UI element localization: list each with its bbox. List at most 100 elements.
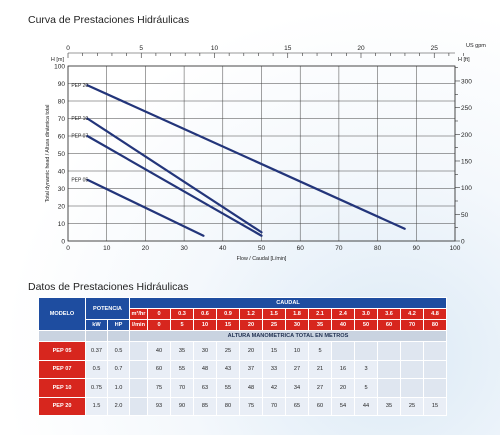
head-value-cell: 3 bbox=[354, 359, 378, 379]
flow-m3h-value: 0 bbox=[147, 308, 171, 320]
flow-lmin-value: 5 bbox=[170, 319, 194, 331]
table-row: PEP 05 0.37 0.5 40 35 30 25 20 15 10 5 bbox=[38, 341, 447, 361]
table-row: PEP 20 1.5 2.0 93 90 85 80 75 70 65 60 54 44 35 25 15 bbox=[38, 396, 447, 416]
head-value-cell: 25 bbox=[400, 396, 424, 416]
plot-border bbox=[67, 65, 456, 242]
flow-lmin-value: 15 bbox=[216, 319, 240, 331]
head-spacer bbox=[85, 330, 108, 342]
flow-m3h-value: 4.8 bbox=[423, 308, 447, 320]
x-tick-label: 80 bbox=[374, 245, 382, 252]
head-value-cell: 43 bbox=[216, 359, 240, 379]
head-value-cell bbox=[423, 359, 447, 379]
head-value-cell: 80 bbox=[216, 396, 240, 416]
head-value-cell: 48 bbox=[193, 359, 217, 379]
chart-title: Curva de Prestaciones Hidráulicas bbox=[28, 14, 190, 26]
y-unit-left: H [m] bbox=[51, 57, 65, 63]
flow-header: CAUDAL bbox=[129, 297, 447, 309]
series-label: PEP 10 bbox=[71, 116, 88, 122]
kw-cell: 0.75 bbox=[85, 378, 108, 398]
y-tick-label: 30 bbox=[58, 186, 66, 193]
power-hp-header: HP bbox=[107, 319, 130, 331]
head-value-cell bbox=[377, 359, 401, 379]
series-line bbox=[86, 134, 263, 237]
head-value-cell: 16 bbox=[331, 359, 355, 379]
head-value-cell: 5 bbox=[308, 341, 332, 361]
hp-cell: 0.7 bbox=[107, 359, 130, 379]
flow-m3h-value: 3.6 bbox=[377, 308, 401, 320]
head-value-cell: 34 bbox=[285, 378, 309, 398]
model-cell: PEP 05 bbox=[38, 341, 86, 361]
hp-cell: 1.0 bbox=[107, 378, 130, 398]
head-value-cell bbox=[400, 378, 424, 398]
y-tick-label: 10 bbox=[58, 221, 66, 228]
series-label: PEP 05 bbox=[71, 177, 88, 183]
head-value-cell: 93 bbox=[147, 396, 171, 416]
y-tick-label: 100 bbox=[54, 64, 65, 71]
head-value-cell bbox=[354, 341, 378, 361]
head-spacer bbox=[38, 330, 86, 342]
top-tick-label: 20 bbox=[357, 45, 365, 52]
head-value-cell bbox=[400, 359, 424, 379]
right-tick-label: 50 bbox=[461, 212, 469, 219]
head-value-cell: 40 bbox=[147, 341, 171, 361]
flow-lmin-value: 35 bbox=[308, 319, 332, 331]
unit-m3h: m³/hr bbox=[129, 308, 148, 320]
head-value-cell: 75 bbox=[239, 396, 263, 416]
flow-lmin-value: 0 bbox=[147, 319, 171, 331]
head-value-cell: 90 bbox=[170, 396, 194, 416]
table-title: Datos de Prestaciones Hidráulicas bbox=[28, 281, 189, 293]
flow-m3h-value: 1.2 bbox=[239, 308, 263, 320]
x-tick-label: 70 bbox=[335, 245, 343, 252]
power-header: POTENCIA bbox=[85, 297, 130, 320]
series-line bbox=[86, 178, 205, 237]
x-tick-label: 50 bbox=[258, 245, 266, 252]
kw-cell: 0.37 bbox=[85, 341, 108, 361]
x-tick-label: 20 bbox=[142, 245, 150, 252]
flow-m3h-value: 0.9 bbox=[216, 308, 240, 320]
flow-lmin-value: 30 bbox=[285, 319, 309, 331]
top-tick-label: 10 bbox=[211, 45, 219, 52]
head-value-cell bbox=[400, 341, 424, 361]
flow-lmin-value: 70 bbox=[400, 319, 424, 331]
head-spacer bbox=[107, 330, 130, 342]
head-value-cell: 60 bbox=[308, 396, 332, 416]
right-tick-label: 100 bbox=[461, 185, 472, 192]
head-value-cell: 85 bbox=[193, 396, 217, 416]
hp-cell: 2.0 bbox=[107, 396, 130, 416]
x-axis-label: Flow / Caudal [L/min] bbox=[237, 256, 287, 262]
flow-m3h-value: 4.2 bbox=[400, 308, 424, 320]
head-value-cell bbox=[423, 341, 447, 361]
head-value-cell: 63 bbox=[193, 378, 217, 398]
gap-cell bbox=[129, 359, 148, 379]
top-tick-label: 15 bbox=[284, 45, 292, 52]
head-value-cell: 55 bbox=[170, 359, 194, 379]
head-value-cell: 35 bbox=[170, 341, 194, 361]
head-value-cell: 35 bbox=[377, 396, 401, 416]
head-value-cell bbox=[331, 341, 355, 361]
y-tick-label: 0 bbox=[61, 239, 65, 246]
gap-cell bbox=[129, 341, 148, 361]
flow-lmin-value: 50 bbox=[354, 319, 378, 331]
head-value-cell: 44 bbox=[354, 396, 378, 416]
right-tick-label: 150 bbox=[461, 158, 472, 165]
head-value-cell bbox=[423, 378, 447, 398]
x-tick-label: 100 bbox=[450, 245, 461, 252]
flow-m3h-value: 0.3 bbox=[170, 308, 194, 320]
y-tick-label: 20 bbox=[58, 204, 66, 211]
head-value-cell: 75 bbox=[147, 378, 171, 398]
head-header: ALTURA MANOMETRICA TOTAL EN METROS bbox=[129, 330, 447, 342]
head-value-cell: 37 bbox=[239, 359, 263, 379]
power-kw-header: kW bbox=[85, 319, 108, 331]
right-tick-label: 200 bbox=[461, 132, 472, 139]
flow-lmin-value: 25 bbox=[262, 319, 286, 331]
top-tick-label: 0 bbox=[66, 45, 70, 52]
model-header: MODELO bbox=[38, 297, 86, 331]
kw-cell: 0.5 bbox=[85, 359, 108, 379]
gap-cell bbox=[129, 396, 148, 416]
x-tick-label: 40 bbox=[219, 245, 227, 252]
head-value-cell: 21 bbox=[308, 359, 332, 379]
flow-lmin-value: 40 bbox=[331, 319, 355, 331]
series-line bbox=[86, 117, 263, 234]
top-tick-label: 5 bbox=[139, 45, 143, 52]
y-tick-label: 40 bbox=[58, 169, 66, 176]
